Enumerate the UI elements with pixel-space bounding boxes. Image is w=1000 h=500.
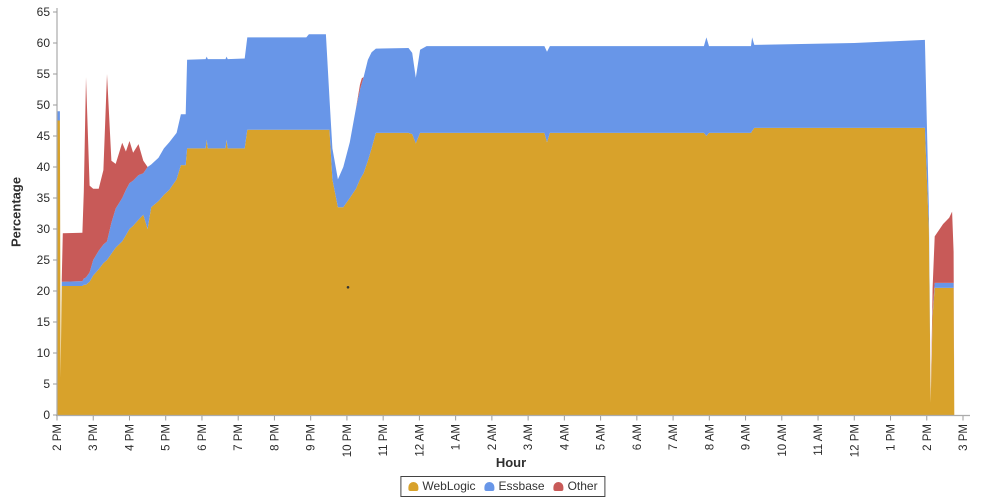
x-tick-label: 9 PM <box>306 424 318 451</box>
y-tick-label: 35 <box>37 191 51 205</box>
y-tick-label: 10 <box>37 346 51 360</box>
x-tick-label: 3 PM <box>88 424 100 451</box>
y-tick-label: 25 <box>37 253 51 267</box>
x-tick-label: 2 AM <box>487 424 499 450</box>
y-axis-title: Percentage <box>8 176 24 248</box>
essbase-marker-icon <box>484 481 495 491</box>
area-weblogic <box>57 120 955 415</box>
legend-label-essbase: Essbase <box>498 479 545 493</box>
x-tick-label: 12 PM <box>849 424 861 457</box>
x-tick-label: 4 AM <box>559 424 571 450</box>
x-tick-label: 10 PM <box>342 424 354 457</box>
y-tick-label: 45 <box>37 129 51 143</box>
chart-legend: WebLogic Essbase Other <box>400 476 606 497</box>
x-tick-label: 12 AM <box>414 424 426 457</box>
x-tick-label: 11 AM <box>813 424 825 456</box>
y-tick-label: 40 <box>37 160 51 174</box>
y-tick-label: 15 <box>37 315 51 329</box>
y-tick-label: 55 <box>37 67 51 81</box>
x-tick-label: 4 PM <box>124 424 136 451</box>
x-tick-label: 8 AM <box>704 424 716 450</box>
y-tick-label: 50 <box>37 98 51 112</box>
x-tick-label: 6 PM <box>197 424 209 451</box>
legend-item-essbase: Essbase <box>484 479 545 493</box>
x-tick-label: 7 PM <box>233 424 245 451</box>
x-tick-label: 2 PM <box>922 424 934 451</box>
y-tick-label: 20 <box>37 284 51 298</box>
x-tick-label: 8 PM <box>269 424 281 451</box>
legend-item-weblogic: WebLogic <box>408 479 476 493</box>
x-tick-label: 11 PM <box>378 424 390 456</box>
x-tick-label: 1 AM <box>451 424 463 450</box>
legend-label-weblogic: WebLogic <box>422 479 476 493</box>
area-essbase <box>57 34 955 416</box>
x-tick-label: 5 PM <box>161 424 173 451</box>
legend-item-other: Other <box>553 479 598 493</box>
y-tick-label: 0 <box>43 408 50 422</box>
x-tick-label: 9 AM <box>741 424 753 450</box>
y-tick-label: 60 <box>37 36 51 50</box>
x-tick-label: 5 AM <box>596 424 608 450</box>
x-tick-label: 3 PM <box>958 424 970 451</box>
y-tick-label: 5 <box>43 377 50 391</box>
y-tick-label: 30 <box>37 222 51 236</box>
x-tick-label: 3 AM <box>523 424 535 450</box>
x-tick-label: 7 AM <box>668 424 680 450</box>
other-marker-icon <box>553 481 564 491</box>
weblogic-marker-icon <box>408 481 419 491</box>
stray-data-dot <box>346 285 350 289</box>
x-tick-label: 1 PM <box>886 424 898 451</box>
x-tick-label: 10 AM <box>777 424 789 457</box>
x-tick-label: 6 AM <box>632 424 644 450</box>
x-tick-label: 2 PM <box>52 424 64 451</box>
x-axis-title: Hour <box>495 455 527 470</box>
legend-label-other: Other <box>567 479 598 493</box>
y-tick-label: 65 <box>37 5 51 19</box>
